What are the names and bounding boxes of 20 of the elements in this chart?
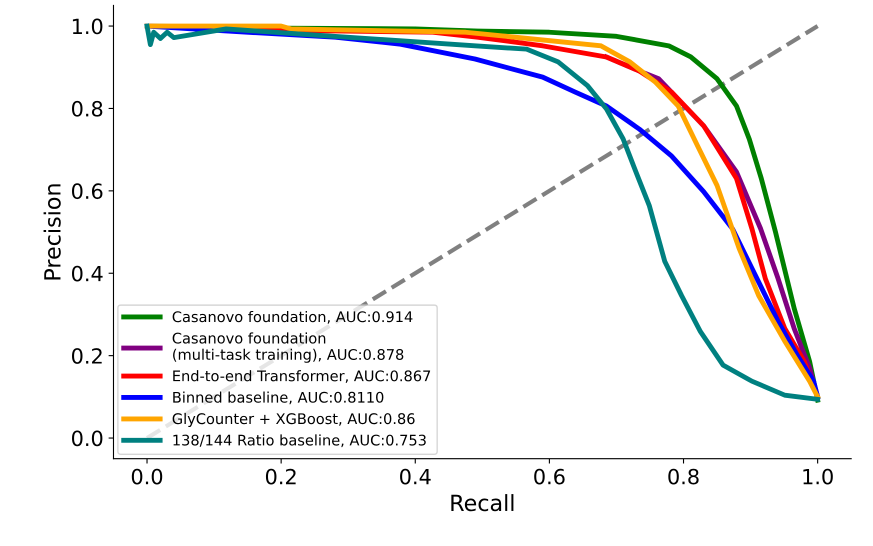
legend-label: 138/144 Ratio baseline, AUC:0.753 [173, 434, 426, 448]
x-tick-label: 0.0 [132, 468, 162, 484]
y-tick-label: 1.0 [72, 18, 102, 34]
y-tick-label: 0.4 [72, 266, 103, 282]
y-tick-label: 0.0 [72, 430, 102, 446]
legend-label: Binned baseline, AUC:0.8110 [173, 392, 384, 404]
y-tick-label: 0.8 [72, 100, 102, 117]
x-tick-label: 1.0 [803, 468, 833, 484]
y-tick-label: 0.2 [72, 348, 102, 364]
x-tick-label: 0.6 [534, 468, 565, 484]
y-tick-label: 0.6 [72, 183, 102, 200]
x-tick-label: 0.8 [668, 468, 699, 484]
legend-label: End-to-end Transformer, AUC:0.867 [173, 370, 430, 383]
x-tick-label: 0.4 [400, 468, 431, 484]
x-axis-title: Recall [451, 494, 514, 512]
x-tick-label: 0.2 [266, 468, 296, 484]
legend-label: Casanovo foundation, AUC:0.914 [172, 310, 412, 324]
legend-label: GlyCounter + XGBoost, AUC:0.86 [172, 412, 415, 428]
legend-label: Casanovo foundation (multi-task training), AUC:0.878 [172, 332, 404, 363]
y-axis-title: Precision [44, 184, 61, 280]
